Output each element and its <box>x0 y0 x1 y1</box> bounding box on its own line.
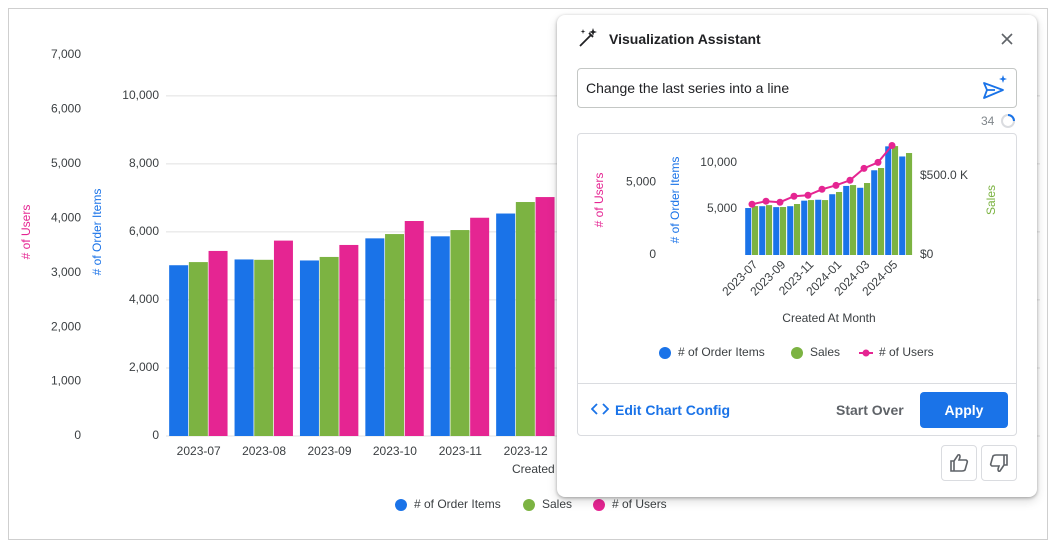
x-tick-label: 2023-09 <box>307 444 351 458</box>
close-button[interactable] <box>1000 32 1014 46</box>
bar <box>273 240 293 436</box>
bar <box>365 238 385 436</box>
legend-label: # of Users <box>612 497 667 511</box>
panel-title: Visualization Assistant <box>609 31 761 47</box>
apply-button[interactable]: Apply <box>920 392 1008 428</box>
bar <box>450 230 470 436</box>
counter-ring <box>1001 114 1015 128</box>
bar <box>299 260 319 436</box>
x-tick-label: 2023-10 <box>373 444 417 458</box>
bar <box>385 234 405 436</box>
char-counter: 34 <box>981 114 995 128</box>
y2-tick-label: 7,000 <box>51 47 81 61</box>
y-tick-label: 6,000 <box>129 224 159 238</box>
y-tick-label: 2,000 <box>129 360 159 374</box>
y-tick-label: 4,000 <box>129 292 159 306</box>
dashboard-card <box>8 8 1048 540</box>
y-tick-label: 8,000 <box>129 156 159 170</box>
bar <box>188 262 208 436</box>
y-axis-title: # of Order Items <box>90 189 104 276</box>
x-tick-label: 2023-12 <box>504 444 548 458</box>
assistant-panel: Visualization Assistant Change the last … <box>557 15 1037 497</box>
bar <box>430 236 450 436</box>
edit-config-button[interactable]: Edit Chart Config <box>615 402 731 418</box>
legend-marker <box>593 499 605 511</box>
legend-marker <box>523 499 535 511</box>
y2-tick-label: 1,000 <box>51 374 81 388</box>
y2-tick-label: 2,000 <box>51 319 81 333</box>
thumbs-down-button[interactable] <box>981 445 1017 481</box>
bar <box>319 256 339 436</box>
x-tick-label: 2023-11 <box>439 444 482 458</box>
thumbs-up-icon <box>950 453 969 472</box>
y2-tick-label: 4,000 <box>51 210 81 224</box>
y2-tick-label: 6,000 <box>51 102 81 116</box>
bar <box>535 197 555 436</box>
code-icon <box>591 403 609 415</box>
y2-tick-label: 5,000 <box>51 156 81 170</box>
start-over-button[interactable]: Start Over <box>836 402 904 418</box>
thumbs-down-icon <box>989 454 1008 473</box>
legend-label: # of Order Items <box>414 497 501 511</box>
y2-tick-label: 0 <box>74 428 81 442</box>
send-button[interactable] <box>981 74 1009 102</box>
bar <box>339 244 359 436</box>
bar <box>515 202 535 436</box>
wand-icon <box>579 28 597 47</box>
legend-label: Sales <box>542 497 572 511</box>
bar <box>496 213 516 436</box>
preview-card <box>577 133 1017 436</box>
bar <box>169 265 189 436</box>
bar <box>208 250 228 436</box>
bar <box>254 259 274 436</box>
y2-axis-title: # of Users <box>19 205 33 260</box>
x-tick-label: 2023-07 <box>177 444 221 458</box>
bar <box>470 217 490 436</box>
y-tick-label: 10,000 <box>122 88 159 102</box>
prompt-input[interactable]: Change the last series into a line <box>577 68 1017 108</box>
divider <box>578 383 1016 384</box>
x-tick-label: 2023-08 <box>242 444 286 458</box>
x-axis-title: Created <box>512 462 555 476</box>
bar <box>404 221 424 436</box>
prompt-text: Change the last series into a line <box>586 80 790 96</box>
legend-marker <box>395 499 407 511</box>
y2-tick-label: 3,000 <box>51 265 81 279</box>
bar <box>234 259 254 436</box>
y-tick-label: 0 <box>152 428 159 442</box>
thumbs-up-button[interactable] <box>941 445 977 481</box>
